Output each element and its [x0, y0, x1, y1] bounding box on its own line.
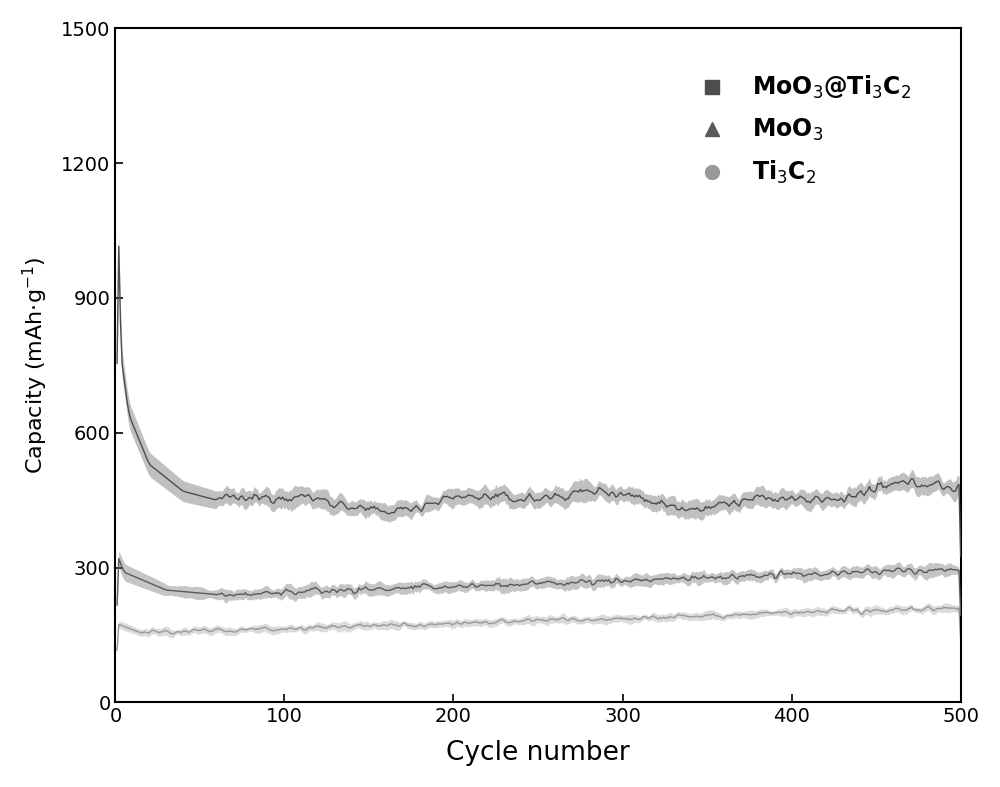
X-axis label: Cycle number: Cycle number: [446, 740, 630, 767]
Y-axis label: Capacity (mAh·g$^{-1}$): Capacity (mAh·g$^{-1}$): [21, 257, 50, 475]
Legend: MoO$_3$@Ti$_3$C$_2$, MoO$_3$, Ti$_3$C$_2$: MoO$_3$@Ti$_3$C$_2$, MoO$_3$, Ti$_3$C$_2…: [672, 57, 928, 204]
